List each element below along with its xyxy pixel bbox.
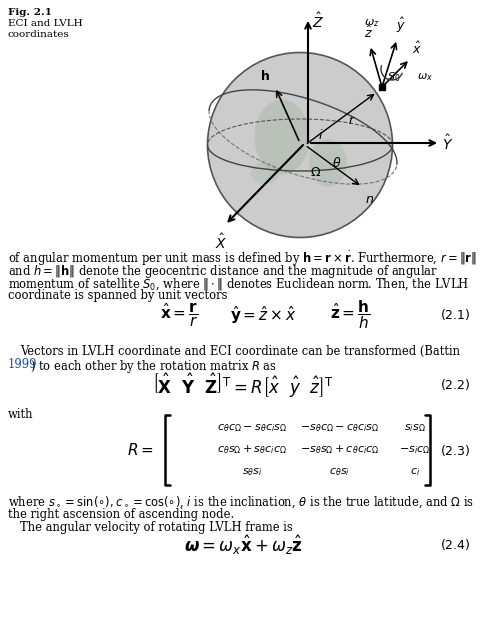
Text: $\left[\hat{\mathbf{X}}\ \ \hat{\mathbf{Y}}\ \ \hat{\mathbf{Z}}\right]^{\mathrm{: $\left[\hat{\mathbf{X}}\ \ \hat{\mathbf{…	[152, 371, 334, 399]
Text: $(2.4)$: $(2.4)$	[440, 538, 470, 553]
Text: $(2.3)$: $(2.3)$	[440, 442, 470, 458]
Text: of angular momentum per unit mass is defined by $\mathbf{h} = \mathbf{r} \times : of angular momentum per unit mass is def…	[8, 250, 477, 269]
Text: ECI and LVLH: ECI and LVLH	[8, 19, 83, 28]
Text: $\hat{y}$: $\hat{y}$	[396, 16, 406, 35]
Ellipse shape	[251, 162, 279, 184]
Text: momentum of satellite $S_0$, where $\|\cdot\|$ denotes Euclidean norm. Then, the: momentum of satellite $S_0$, where $\|\c…	[8, 276, 469, 292]
Text: $\theta$: $\theta$	[332, 156, 341, 170]
Text: $c_i$: $c_i$	[410, 466, 420, 478]
Text: Fig. 2.1: Fig. 2.1	[8, 8, 52, 17]
Text: $(2.2)$: $(2.2)$	[440, 378, 470, 392]
Text: $R = $: $R = $	[127, 442, 153, 458]
Text: $c_\theta s_\Omega + s_\theta c_i c_\Omega$: $c_\theta s_\Omega + s_\theta c_i c_\Ome…	[217, 444, 287, 456]
Text: $s_i s_\Omega$: $s_i s_\Omega$	[404, 422, 426, 434]
Text: $(2.1)$: $(2.1)$	[440, 308, 470, 322]
Text: coordinate is spanned by unit vectors: coordinate is spanned by unit vectors	[8, 289, 227, 302]
Text: $\hat{\mathbf{z}} = \dfrac{\mathbf{h}}{h}$: $\hat{\mathbf{z}} = \dfrac{\mathbf{h}}{h…	[330, 299, 371, 331]
Text: $\Omega$: $\Omega$	[310, 167, 321, 179]
Text: $\boldsymbol{\omega} = \omega_x\hat{\mathbf{x}} + \omega_z\hat{\mathbf{z}}$: $\boldsymbol{\omega} = \omega_x\hat{\mat…	[184, 533, 302, 557]
Text: $\hat{\mathbf{x}} = \dfrac{\mathbf{r}}{r}$: $\hat{\mathbf{x}} = \dfrac{\mathbf{r}}{r…	[160, 301, 199, 329]
Text: $\hat{\mathbf{y}} = \hat{z} \times \hat{x}$: $\hat{\mathbf{y}} = \hat{z} \times \hat{…	[230, 304, 297, 326]
Text: with: with	[8, 408, 34, 421]
Ellipse shape	[207, 53, 393, 238]
Text: $-s_\theta s_\Omega + c_\theta c_i c_\Omega$: $-s_\theta s_\Omega + c_\theta c_i c_\Om…	[300, 444, 380, 456]
Text: $\omega_z$: $\omega_z$	[364, 17, 379, 29]
Text: $\hat{Z}$: $\hat{Z}$	[312, 12, 324, 31]
Text: $S_0$: $S_0$	[387, 71, 400, 84]
Text: $s_\theta s_i$: $s_\theta s_i$	[242, 466, 262, 478]
Text: $\hat{Y}$: $\hat{Y}$	[442, 133, 453, 153]
Text: The angular velocity of rotating LVLH frame is: The angular velocity of rotating LVLH fr…	[20, 521, 293, 534]
Ellipse shape	[309, 139, 347, 187]
Text: $-s_i c_\Omega$: $-s_i c_\Omega$	[399, 444, 431, 456]
Ellipse shape	[255, 99, 310, 174]
Text: and $h = \|\mathbf{h}\|$ denote the geocentric distance and the magnitude of ang: and $h = \|\mathbf{h}\|$ denote the geoc…	[8, 263, 438, 280]
Text: $\hat{X}$: $\hat{X}$	[215, 233, 227, 253]
Text: $c_\theta c_\Omega - s_\theta c_i s_\Omega$: $c_\theta c_\Omega - s_\theta c_i s_\Ome…	[217, 422, 287, 434]
Text: $c_\theta s_i$: $c_\theta s_i$	[330, 466, 351, 478]
Text: coordinates: coordinates	[8, 30, 70, 39]
Text: $\mathbf{h}$: $\mathbf{h}$	[260, 69, 270, 83]
Text: $\omega_x$: $\omega_x$	[417, 71, 433, 83]
Text: 1999: 1999	[8, 358, 37, 371]
Text: $i$: $i$	[318, 128, 323, 142]
Text: $\hat{x}$: $\hat{x}$	[412, 41, 422, 57]
Text: $-s_\theta c_\Omega - c_\theta c_i s_\Omega$: $-s_\theta c_\Omega - c_\theta c_i s_\Om…	[300, 422, 380, 434]
Text: the right ascension of ascending node.: the right ascension of ascending node.	[8, 508, 234, 521]
Text: $\hat{z}$: $\hat{z}$	[364, 25, 373, 41]
Text: Vectors in LVLH coordinate and ECI coordinate can be transformed (Battin: Vectors in LVLH coordinate and ECI coord…	[20, 345, 460, 358]
Text: $r$: $r$	[348, 113, 356, 126]
Text: where $s_\circ = \sin(\circ), c_\circ = \cos(\circ)$, $i$ is the inclination, $\: where $s_\circ = \sin(\circ), c_\circ = …	[8, 495, 474, 510]
Text: $n$: $n$	[365, 193, 374, 206]
Text: ) to each other by the rotation matrix $R$ as: ) to each other by the rotation matrix $…	[30, 358, 277, 375]
